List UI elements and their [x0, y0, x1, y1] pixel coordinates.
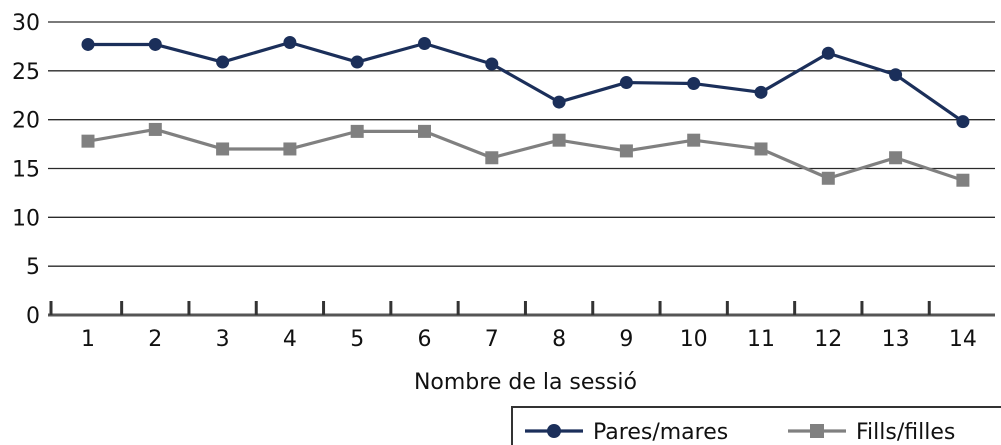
x-tick-label-5: 5: [350, 327, 364, 352]
x-tick-label-12: 12: [814, 327, 842, 352]
point-Fills/filles-3: [216, 142, 230, 156]
x-tick-label-1: 1: [81, 327, 95, 352]
point-Fills/filles-2: [148, 122, 162, 136]
series-Fills/filles: [81, 122, 970, 187]
point-Fills/filles-6: [418, 124, 431, 138]
point-Pares/mares-8: [552, 95, 566, 109]
x-tick-label-13: 13: [882, 327, 910, 352]
point-Pares/mares-7: [485, 57, 499, 71]
series-Pares/mares: [81, 36, 970, 129]
point-Pares/mares-11: [754, 85, 768, 99]
legend: Pares/mares Fills/filles: [511, 406, 1001, 445]
y-tick-label-30: 30: [12, 11, 40, 36]
point-Fills/filles-11: [754, 142, 768, 156]
point-Pares/mares-6: [418, 36, 431, 50]
y-tick-label-5: 5: [26, 255, 40, 280]
point-Fills/filles-4: [283, 142, 297, 156]
y-tick-label-10: 10: [12, 206, 40, 231]
x-tick-label-3: 3: [216, 327, 230, 352]
point-Fills/filles-7: [485, 151, 499, 165]
x-tick-label-4: 4: [283, 327, 297, 352]
legend-item-Pares/mares: Pares/mares: [525, 420, 728, 445]
point-Pares/mares-10: [687, 77, 701, 91]
point-Pares/mares-5: [350, 55, 364, 69]
x-tick-label-7: 7: [485, 327, 499, 352]
point-Pares/mares-13: [889, 68, 903, 82]
point-Pares/mares-3: [216, 55, 230, 69]
y-tick-label-25: 25: [12, 60, 40, 85]
legend-marker-Pares/mares: [547, 424, 561, 438]
x-tick-label-9: 9: [619, 327, 633, 352]
x-tick-label-14: 14: [949, 327, 977, 352]
point-Pares/mares-12: [821, 46, 835, 60]
x-tick-label-11: 11: [747, 327, 775, 352]
series-line-Fills/filles: [87, 127, 964, 182]
series-line-Pares/mares: [88, 40, 964, 123]
point-Pares/mares-14: [956, 115, 970, 129]
x-tick-label-2: 2: [148, 327, 162, 352]
point-Pares/mares-1: [81, 37, 95, 51]
x-axis-title: Nombre de la sessió: [414, 370, 637, 395]
legend-box: [511, 406, 1001, 445]
point-Pares/mares-4: [283, 36, 297, 50]
point-Fills/filles-10: [687, 133, 701, 147]
legend-marker-Fills/filles: [810, 424, 824, 438]
legend-label-Fills/filles: Fills/filles: [856, 420, 955, 445]
x-tick-label-6: 6: [418, 327, 432, 352]
y-tick-label-15: 15: [12, 158, 40, 183]
point-Pares/mares-9: [619, 76, 633, 90]
point-Fills/filles-9: [619, 144, 633, 158]
point-Pares/mares-2: [148, 37, 162, 51]
point-Fills/filles-5: [350, 124, 364, 138]
x-tick-label-8: 8: [552, 327, 566, 352]
legend-label-Pares/mares: Pares/mares: [593, 420, 728, 445]
x-tick-label-10: 10: [680, 327, 708, 352]
point-Fills/filles-13: [889, 151, 903, 165]
y-tick-label-0: 0: [26, 304, 40, 329]
y-tick-label-20: 20: [12, 109, 40, 134]
point-Fills/filles-14: [956, 173, 970, 187]
series: [81, 36, 970, 187]
gridlines: [48, 21, 995, 267]
point-Fills/filles-8: [552, 133, 566, 147]
legend-item-Fills/filles: Fills/filles: [788, 420, 955, 445]
point-Fills/filles-1: [81, 134, 95, 148]
point-Fills/filles-12: [821, 171, 835, 185]
